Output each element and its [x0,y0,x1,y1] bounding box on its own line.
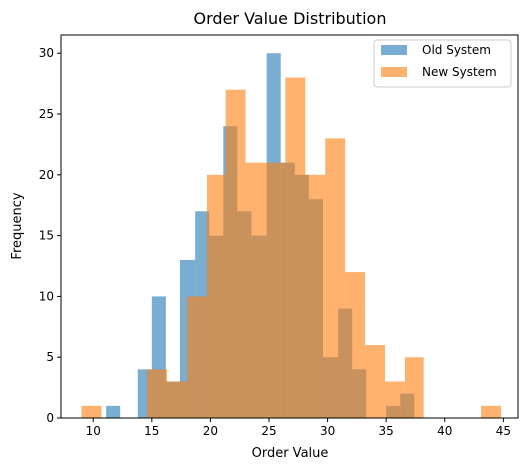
x-tick-label: 10 [86,424,101,438]
histogram-bar [365,345,386,418]
histogram-bar [167,381,187,418]
legend-label: Old System [422,43,491,57]
histogram-bar [325,138,346,418]
legend-swatch [381,45,407,55]
x-tick-label: 25 [261,424,276,438]
y-axis-ticks: 0 5 10 15 20 25 30 [39,46,61,425]
y-tick-label: 5 [46,350,54,364]
y-tick-label: 20 [39,168,54,182]
histogram-bar [481,405,502,418]
legend: Old System New System [373,39,512,88]
y-axis-label: Frequency [10,192,25,259]
histogram-bar [147,369,168,418]
histogram-bar [106,405,121,418]
y-tick-label: 15 [39,229,54,243]
y-tick-label: 30 [39,46,54,60]
chart-title: Order Value Distribution [194,9,387,28]
y-tick-label: 0 [46,411,54,425]
x-tick-label: 20 [203,424,218,438]
plot-frame [60,34,519,419]
x-tick-label: 45 [496,424,511,438]
histogram-bar [265,162,286,418]
x-tick-label: 15 [144,424,159,438]
legend-box [373,39,512,88]
histogram-bar [305,174,326,418]
histogram-bar [206,174,226,418]
x-tick-label: 30 [320,424,335,438]
x-axis-label: Order Value [252,446,329,461]
histogram-bar [285,77,306,419]
y-tick-label: 10 [39,289,54,303]
histogram-bar [404,357,424,418]
legend-label: New System [422,65,497,79]
histogram-bar [186,296,207,418]
x-tick-label: 40 [437,424,452,438]
histogram-bar [345,272,366,418]
histogram-bar [385,381,405,418]
histogram-bar [225,89,246,418]
legend-swatch [381,67,407,77]
bars-layer [81,53,502,419]
histogram-bar [245,162,266,418]
y-tick-label: 25 [39,107,54,121]
x-axis-ticks: 10 15 20 25 30 35 40 45 [86,418,511,438]
histogram-bar [81,405,102,418]
x-tick-label: 35 [379,424,394,438]
